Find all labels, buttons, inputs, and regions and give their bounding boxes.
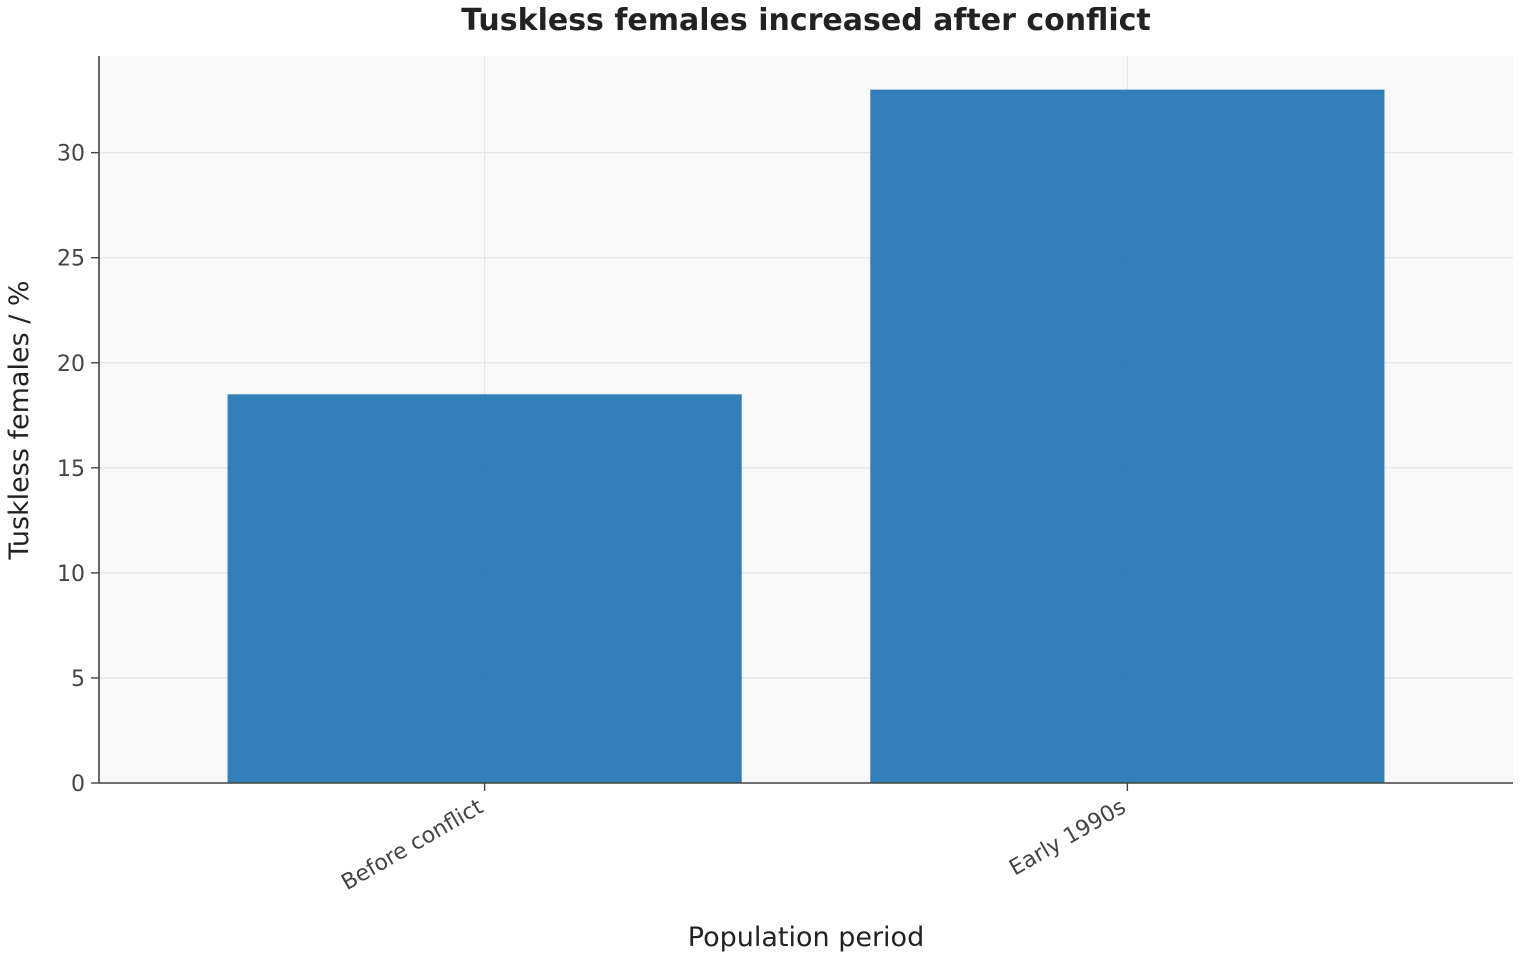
x-tick-label: Before conflict — [337, 794, 488, 895]
y-axis-label: Tuskless females / % — [4, 280, 35, 560]
y-ticks: 0 5 10 15 20 25 30 — [57, 142, 99, 797]
y-tick-label: 0 — [71, 772, 85, 797]
y-tick-label: 25 — [57, 247, 85, 272]
y-tick-label: 15 — [57, 457, 85, 482]
bar — [227, 394, 742, 783]
chart-title: Tuskless females increased after conflic… — [461, 3, 1151, 38]
bar — [870, 89, 1385, 783]
bars — [227, 89, 1385, 783]
x-ticks: Before conflict Early 1990s — [337, 783, 1130, 896]
x-tick-label: Early 1990s — [1005, 795, 1130, 882]
y-tick-label: 5 — [71, 667, 85, 692]
y-tick-label: 30 — [57, 142, 85, 167]
y-tick-label: 10 — [57, 562, 85, 587]
x-axis-label: Population period — [688, 922, 924, 953]
y-tick-label: 20 — [57, 352, 85, 377]
